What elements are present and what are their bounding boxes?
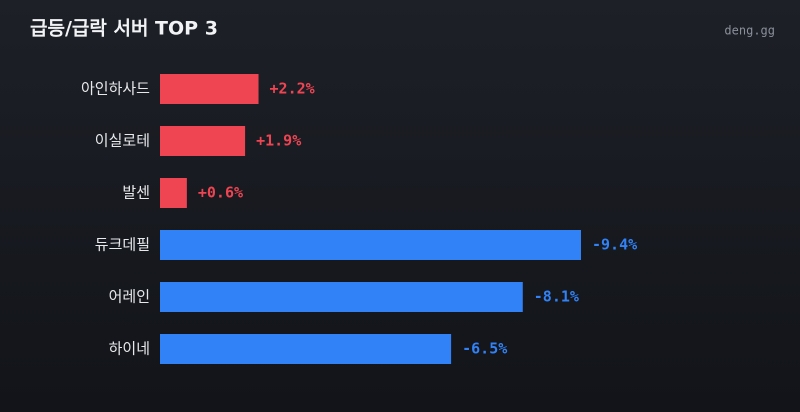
value-label: +0.6% xyxy=(198,184,243,202)
value-label: +2.2% xyxy=(270,80,315,98)
category-label: 하이네 xyxy=(109,340,150,358)
value-label: -6.5% xyxy=(462,340,507,358)
value-label: +1.9% xyxy=(256,132,301,150)
value-label: -9.4% xyxy=(592,236,637,254)
category-label: 발센 xyxy=(122,184,150,202)
chart-title: 급등/급락 서버 TOP 3 xyxy=(30,18,218,40)
bar xyxy=(160,282,523,312)
category-label: 이실로테 xyxy=(95,132,150,150)
bar xyxy=(160,230,581,260)
bar xyxy=(160,126,246,156)
category-label: 듀크데필 xyxy=(95,236,150,254)
source: deng.gg xyxy=(724,24,775,38)
bar xyxy=(160,74,259,104)
bar xyxy=(160,334,452,364)
value-label: -8.1% xyxy=(534,288,579,306)
category-label: 어레인 xyxy=(109,288,150,306)
category-label: 아인하사드 xyxy=(81,80,150,98)
bar xyxy=(160,178,187,208)
